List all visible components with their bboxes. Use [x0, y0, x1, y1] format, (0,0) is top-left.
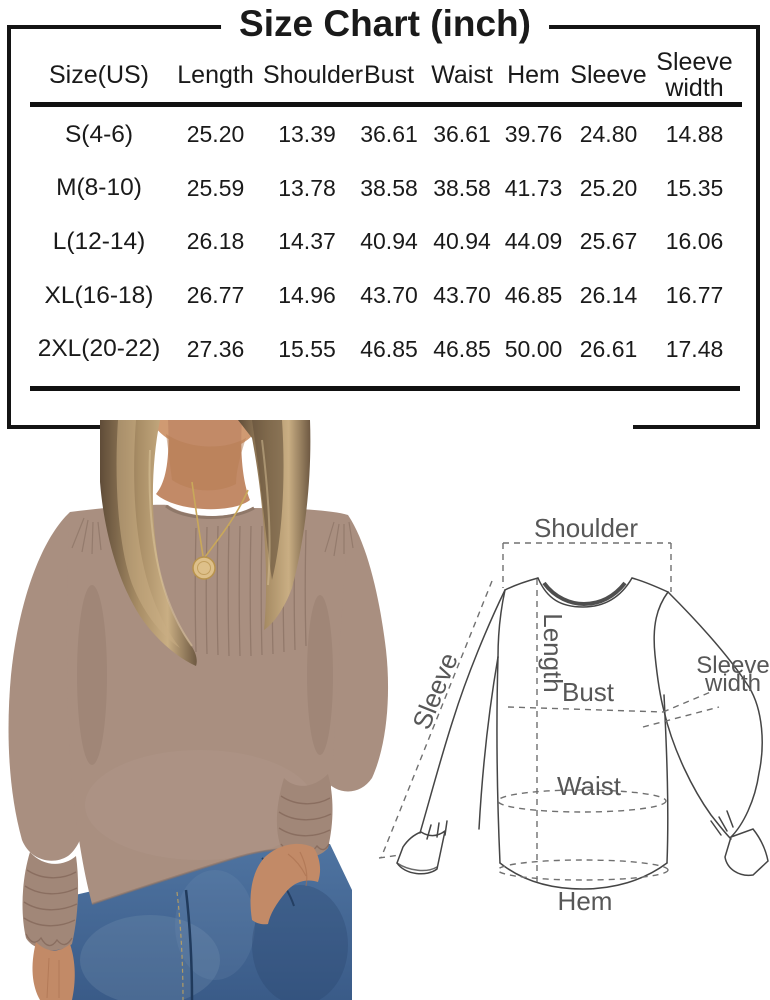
- column-header: Shoulder: [263, 61, 364, 89]
- necklace: [191, 481, 249, 580]
- column-header: Hem: [507, 61, 560, 89]
- column-header: Sleeve width: [656, 48, 733, 102]
- table-cell: 26.18: [186, 228, 245, 255]
- table-cell: 14.96: [278, 282, 336, 309]
- left-hand: [32, 942, 75, 1000]
- measurement-lines: [378, 542, 720, 883]
- size-row-label: S(4-6): [64, 120, 134, 148]
- table-cell: 13.78: [278, 174, 336, 201]
- table-cell: 44.09: [504, 228, 563, 255]
- diagram-label-hem: Hem: [558, 886, 613, 916]
- table-cell: 26.61: [579, 335, 638, 362]
- column-header: Waist: [431, 61, 493, 89]
- table-cell: 15.35: [665, 174, 724, 201]
- table-cell: 25.20: [579, 174, 638, 201]
- table-cell: 27.36: [186, 335, 245, 362]
- diagram-label-sleeve-width: width: [704, 670, 761, 697]
- table-cell: 16.77: [665, 282, 724, 309]
- size-chart-title: Size Chart (inch): [221, 1, 549, 47]
- table-cell: 36.61: [433, 121, 491, 148]
- column-header: Bust: [363, 61, 415, 89]
- table-cell: 25.67: [579, 228, 638, 255]
- table-cell: 46.85: [360, 335, 418, 362]
- coin-pendant: [192, 556, 216, 580]
- table-cell: 16.06: [665, 228, 724, 255]
- table-cell: 50.00: [504, 335, 563, 362]
- model-photo: [8, 420, 389, 1000]
- size-row-label: 2XL(20-22): [37, 335, 161, 363]
- size-row-label: L(12-14): [52, 227, 146, 255]
- diagram-label-sleeve: Sleeve: [406, 649, 464, 734]
- left-cuff: [22, 852, 79, 951]
- model-skin: [150, 420, 260, 510]
- size-chart-table: S(4-6) 25.20 13.39 36.61 36.61 39.76 24.…: [30, 108, 742, 376]
- model-hair: [100, 420, 311, 666]
- right-hand: [250, 843, 321, 925]
- size-chart-header-row: Size(US) Length Shoulder Bust Waist Hem …: [30, 47, 742, 103]
- right-cuff: [276, 774, 333, 859]
- table-cell: 43.70: [433, 282, 491, 309]
- table-cell: 36.61: [360, 121, 418, 148]
- diagram-label-waist: Waist: [557, 771, 622, 801]
- table-cell: 13.39: [278, 121, 336, 148]
- size-row-label: XL(16-18): [44, 281, 154, 309]
- diagram-label-sleeve-width: Sleeve: [696, 652, 769, 679]
- size-chart-box: [7, 25, 760, 429]
- table-cell: 25.20: [186, 121, 245, 148]
- column-header: Length: [177, 61, 254, 89]
- table-cell: 40.94: [433, 228, 491, 255]
- table-cell: 40.94: [360, 228, 418, 255]
- table-cell: 46.85: [504, 282, 563, 309]
- table-cell: 38.58: [433, 174, 491, 201]
- table-cell: 41.73: [504, 174, 563, 201]
- table-cell: 39.76: [504, 121, 563, 148]
- column-header: Size(US): [48, 61, 149, 89]
- header-divider-rule: [30, 102, 742, 107]
- column-header: Sleeve: [570, 61, 647, 89]
- table-cell: 38.58: [360, 174, 418, 201]
- table-cell: 15.55: [278, 335, 336, 362]
- table-cell: 46.85: [433, 335, 491, 362]
- table-cell: 24.80: [579, 121, 638, 148]
- table-cell: 17.48: [665, 335, 724, 362]
- table-cell: 25.59: [186, 174, 245, 201]
- garment-outline: [396, 577, 769, 890]
- size-row-label: M(8-10): [56, 174, 142, 202]
- diagram-label-bust: Bust: [562, 677, 615, 707]
- table-cell: 26.14: [579, 282, 638, 309]
- measurement-diagram: Shoulder Length Sleeve Bust Sleeve width…: [378, 513, 770, 916]
- table-bottom-rule: [30, 386, 740, 391]
- table-cell: 43.70: [360, 282, 418, 309]
- table-cell: 26.77: [186, 282, 245, 309]
- diagram-label-length: Length: [538, 613, 568, 693]
- diagram-label-shoulder: Shoulder: [534, 513, 638, 543]
- table-cell: 14.37: [278, 228, 336, 255]
- table-cell: 14.88: [665, 121, 724, 148]
